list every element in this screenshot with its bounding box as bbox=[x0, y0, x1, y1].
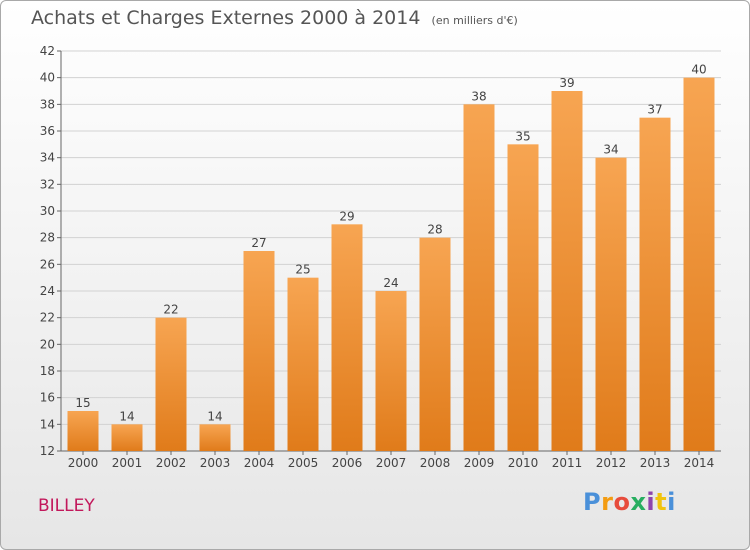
y-tick-label: 26 bbox=[40, 257, 55, 271]
x-tick-label: 2012 bbox=[596, 456, 627, 470]
title-text: Achats et Charges Externes 2000 à 2014 bbox=[31, 7, 421, 29]
data-label: 37 bbox=[647, 103, 662, 117]
data-label: 38 bbox=[471, 89, 486, 103]
x-tick-label: 2003 bbox=[200, 456, 231, 470]
y-tick-label: 28 bbox=[40, 231, 55, 245]
data-label: 14 bbox=[119, 409, 134, 423]
y-tick-label: 42 bbox=[40, 44, 55, 58]
x-tick-label: 2011 bbox=[552, 456, 583, 470]
y-tick-label: 34 bbox=[40, 151, 55, 165]
x-tick-label: 2010 bbox=[508, 456, 539, 470]
y-tick-label: 12 bbox=[40, 444, 55, 458]
labels: 15 2000 14 2001 22 2002 14 2003 27 2004 25 2005 29 20… bbox=[68, 63, 715, 470]
x-tick-label: 2004 bbox=[244, 456, 275, 470]
bar bbox=[419, 237, 451, 451]
y-tick-label: 22 bbox=[40, 311, 55, 325]
data-label: 14 bbox=[207, 409, 222, 423]
bar bbox=[463, 104, 495, 451]
x-tick-label: 2005 bbox=[288, 456, 319, 470]
commune-name: BILLEY bbox=[38, 496, 95, 516]
data-label: 35 bbox=[515, 129, 530, 143]
bars bbox=[67, 77, 715, 452]
y-tick-label: 30 bbox=[40, 204, 55, 218]
bar bbox=[595, 157, 627, 451]
y-tick-label: 38 bbox=[40, 97, 55, 111]
bar bbox=[67, 411, 99, 451]
data-label: 24 bbox=[383, 276, 398, 290]
data-label: 27 bbox=[251, 236, 266, 250]
x-tick-label: 2013 bbox=[640, 456, 671, 470]
data-label: 15 bbox=[75, 396, 90, 410]
x-tick-label: 2009 bbox=[464, 456, 495, 470]
data-label: 22 bbox=[163, 303, 178, 317]
bar bbox=[155, 317, 187, 451]
y-tick-label: 24 bbox=[40, 284, 55, 298]
y-tick-label: 14 bbox=[40, 417, 55, 431]
bar bbox=[639, 117, 671, 452]
chart-title: Achats et Charges Externes 2000 à 2014 (… bbox=[31, 7, 518, 29]
data-label: 39 bbox=[559, 76, 574, 90]
bar bbox=[199, 424, 231, 451]
x-tick-label: 2000 bbox=[68, 456, 99, 470]
bar bbox=[683, 77, 715, 452]
x-tick-label: 2014 bbox=[684, 456, 715, 470]
y-tick-label: 16 bbox=[40, 391, 55, 405]
x-tick-label: 2002 bbox=[156, 456, 187, 470]
x-tick-label: 2001 bbox=[112, 456, 143, 470]
bar bbox=[111, 424, 143, 451]
bar bbox=[287, 277, 319, 451]
y-tick-label: 18 bbox=[40, 364, 55, 378]
x-tick-label: 2007 bbox=[376, 456, 407, 470]
data-label: 40 bbox=[691, 63, 706, 77]
bar bbox=[375, 291, 407, 451]
bar bbox=[243, 251, 275, 451]
bar bbox=[331, 224, 363, 451]
x-tick-label: 2006 bbox=[332, 456, 363, 470]
bar bbox=[507, 144, 539, 452]
data-label: 25 bbox=[295, 263, 310, 277]
y-tick-label: 40 bbox=[40, 71, 55, 85]
data-label: 28 bbox=[427, 223, 442, 237]
y-tick-label: 20 bbox=[40, 337, 55, 351]
y-tick-label: 32 bbox=[40, 177, 55, 191]
bar bbox=[551, 91, 583, 451]
data-label: 29 bbox=[339, 209, 354, 223]
y-tick-label: 36 bbox=[40, 124, 55, 138]
proxiti-logo[interactable]: Proxiti bbox=[583, 488, 676, 516]
x-tick-label: 2008 bbox=[420, 456, 451, 470]
data-label: 34 bbox=[603, 143, 618, 157]
unit-text: (en milliers d'€) bbox=[431, 14, 518, 27]
